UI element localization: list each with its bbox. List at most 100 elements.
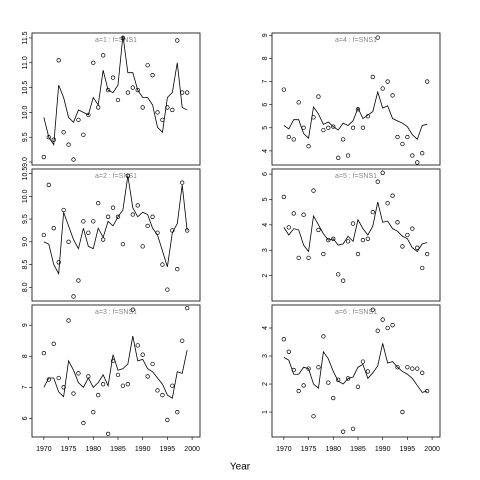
data-point <box>130 307 135 312</box>
data-point <box>135 203 140 208</box>
data-point <box>175 266 180 272</box>
data-point <box>56 260 61 265</box>
data-point <box>105 214 111 219</box>
x-tick-label: 1970 <box>276 446 292 453</box>
data-point <box>140 352 145 357</box>
data-point <box>71 391 76 396</box>
data-point <box>375 35 380 40</box>
data-point <box>51 226 56 231</box>
data-point <box>71 157 76 162</box>
data-point <box>291 137 296 142</box>
data-point <box>420 265 425 271</box>
data-point <box>321 251 326 257</box>
y-tick-label: 6 <box>22 416 29 420</box>
data-point <box>360 359 366 364</box>
data-point <box>390 93 395 98</box>
data-point <box>321 127 326 133</box>
strip-label: a=6 : f=SNS1 <box>335 309 377 316</box>
data-point <box>350 221 356 226</box>
strip-label: a=2 : f=SNS1 <box>95 173 137 180</box>
y-tick-label: 10.0 <box>22 189 29 203</box>
data-point <box>370 307 375 312</box>
data-point <box>380 317 385 322</box>
strip-label: a=3 : f=SNS1 <box>95 309 137 316</box>
y-tick-label: 1 <box>262 410 269 414</box>
data-point <box>316 227 321 233</box>
data-point <box>130 212 135 217</box>
data-point <box>61 130 66 135</box>
y-tick-label: 4 <box>262 223 269 227</box>
data-point <box>425 388 430 394</box>
data-point <box>321 334 326 339</box>
y-tick-label: 7 <box>22 385 29 389</box>
y-tick-label: 7 <box>262 79 269 83</box>
data-point <box>135 343 140 348</box>
panel-frame <box>31 168 201 302</box>
data-point <box>96 105 101 110</box>
data-point <box>395 134 400 140</box>
data-point <box>326 125 331 130</box>
x-axis-label: Year <box>230 462 251 473</box>
data-point <box>370 210 375 215</box>
y-tick-label: 5 <box>262 126 269 130</box>
data-point <box>145 374 150 379</box>
data-point <box>350 125 356 130</box>
data-point <box>385 325 390 331</box>
data-point <box>336 272 341 277</box>
fitted-line <box>43 35 188 146</box>
data-point <box>355 384 361 389</box>
data-point <box>140 244 145 249</box>
data-point <box>145 223 150 229</box>
data-point <box>360 125 366 130</box>
data-point <box>415 245 420 250</box>
y-tick-label: 10.5 <box>22 167 29 181</box>
y-tick-label: 10.5 <box>22 81 29 95</box>
data-point <box>380 86 385 91</box>
data-point <box>360 237 366 243</box>
y-tick-label: 8.0 <box>22 282 29 292</box>
data-point <box>130 85 135 90</box>
fitted-line <box>283 90 428 141</box>
data-point <box>81 132 86 137</box>
data-point <box>150 73 155 78</box>
data-point <box>306 366 311 371</box>
data-point <box>301 383 306 388</box>
strip-label: a=1 : f=SNS1 <box>95 37 137 44</box>
data-point <box>91 410 96 415</box>
x-tick-label: 1990 <box>375 446 391 453</box>
y-tick-label: 6 <box>262 172 269 176</box>
data-point <box>345 153 351 158</box>
x-tick-label: 1980 <box>85 446 101 453</box>
data-point <box>170 383 175 388</box>
data-point <box>390 193 395 198</box>
data-point <box>405 134 410 140</box>
y-tick-label: 6 <box>262 103 269 107</box>
data-point <box>175 38 180 43</box>
y-tick-label: 10.0 <box>22 105 29 119</box>
fitted-line <box>43 335 188 399</box>
y-tick-label: 3 <box>262 354 269 358</box>
data-point <box>120 241 126 247</box>
data-point <box>41 350 47 356</box>
x-tick-label: 1975 <box>61 446 77 453</box>
data-point <box>286 349 291 354</box>
x-tick-label: 1985 <box>350 446 366 453</box>
data-point <box>101 382 106 387</box>
data-point <box>76 117 81 122</box>
data-point <box>291 211 296 216</box>
data-point <box>120 383 126 388</box>
data-point <box>415 366 420 371</box>
y-tick-label: 9.5 <box>22 214 29 224</box>
data-point <box>331 395 336 401</box>
data-point <box>375 328 380 333</box>
data-point <box>345 239 351 244</box>
data-point <box>311 188 316 193</box>
data-point <box>160 262 165 267</box>
data-point <box>81 219 86 224</box>
data-point <box>150 361 155 367</box>
x-tick-label: 1985 <box>110 446 126 453</box>
data-point <box>170 107 175 113</box>
data-point <box>76 278 81 283</box>
fitted-line <box>283 343 428 393</box>
data-point <box>155 110 160 115</box>
